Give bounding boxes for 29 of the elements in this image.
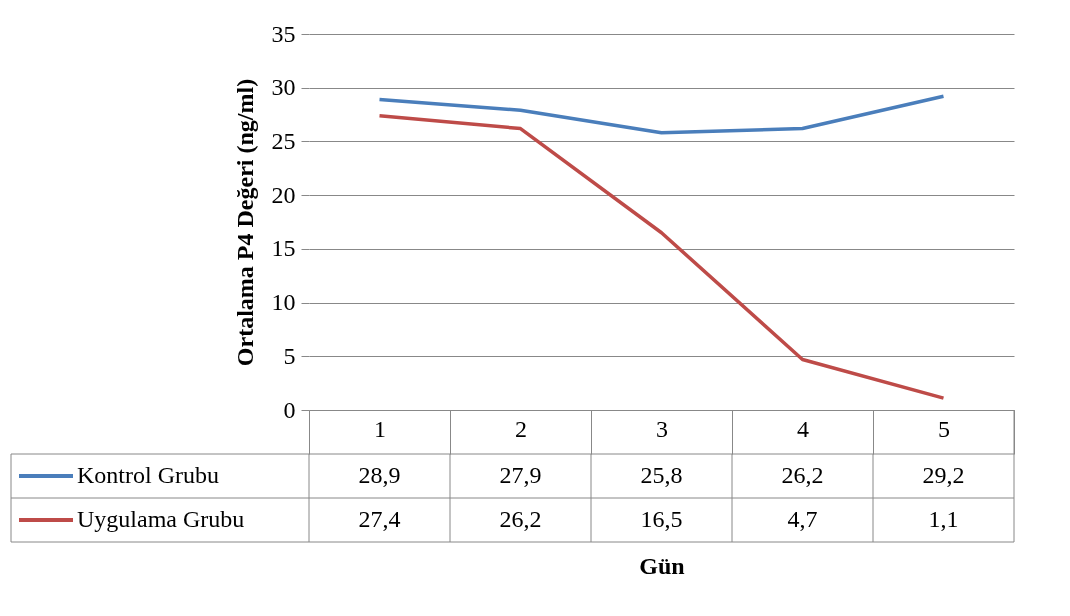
x-tick-label: 1: [374, 415, 386, 442]
x-tick-label: 5: [938, 415, 950, 442]
x-tick-label: 4: [797, 415, 809, 442]
data-label: 16,5: [640, 506, 683, 532]
data-label: 1,1: [928, 506, 959, 532]
y-tick-label: 5: [283, 342, 296, 369]
legend-label: Uygulama Grubu: [77, 506, 245, 532]
data-label: 4,7: [787, 506, 818, 532]
data-label: 26,2: [499, 506, 542, 532]
line-series: [377, 94, 946, 135]
y-tick-label: 20: [271, 181, 296, 208]
data-label: 27,4: [358, 506, 401, 532]
x-tick-label: 2: [515, 415, 527, 442]
line-series: [377, 113, 946, 400]
y-tick-label: 25: [271, 127, 296, 154]
data-label: 26,2: [781, 462, 824, 488]
data-label: 28,9: [358, 462, 401, 488]
y-tick-label: 0: [283, 396, 296, 423]
y-tick-label: 30: [271, 74, 296, 101]
y-tick-label: 15: [271, 235, 296, 262]
y-axis-title: Ortalama P4 Değeri (ng/ml): [231, 78, 258, 367]
data-label: 25,8: [640, 462, 683, 488]
legend-label: Kontrol Grubu: [77, 462, 219, 488]
y-tick-label: 35: [271, 20, 296, 47]
y-tick-label: 10: [271, 289, 296, 316]
x-tick-label: 3: [656, 415, 668, 442]
data-label: 27,9: [499, 462, 542, 488]
data-label: 29,2: [922, 462, 965, 488]
x-axis-title: Gün: [639, 553, 685, 579]
